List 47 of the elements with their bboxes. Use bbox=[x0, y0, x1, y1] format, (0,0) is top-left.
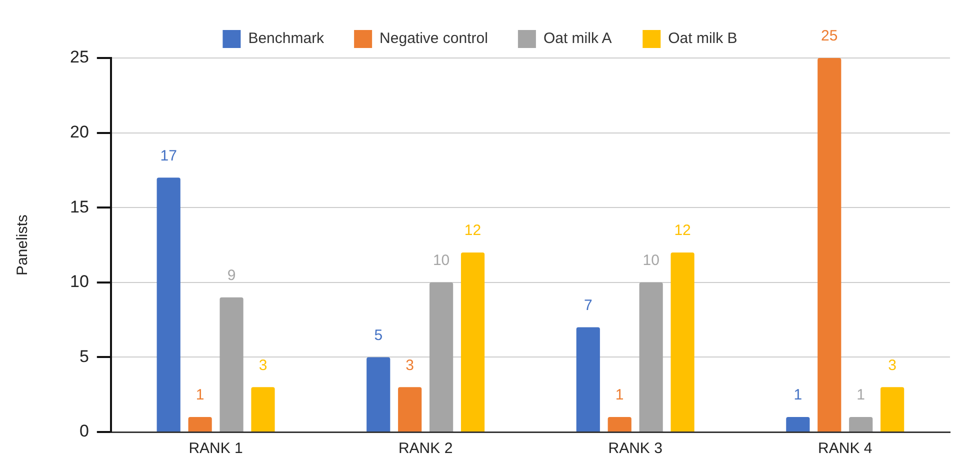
data-label: 1 bbox=[196, 386, 204, 404]
data-label: 1 bbox=[615, 386, 624, 404]
data-label: 10 bbox=[642, 252, 660, 270]
bar bbox=[156, 178, 180, 432]
data-label: 3 bbox=[888, 356, 896, 374]
x-tick-label: RANK 2 bbox=[398, 440, 453, 458]
y-tick-label: 25 bbox=[70, 48, 89, 67]
bar bbox=[366, 357, 390, 432]
bar bbox=[880, 387, 904, 432]
bar bbox=[430, 282, 454, 432]
legend-label: Oat milk A bbox=[543, 30, 612, 48]
legend-label: Oat milk B bbox=[668, 30, 738, 48]
data-label: 25 bbox=[821, 28, 838, 45]
bar bbox=[188, 417, 212, 432]
bar bbox=[670, 252, 694, 432]
bar bbox=[608, 417, 632, 432]
x-tick-label: RANK 3 bbox=[608, 440, 662, 458]
y-tick-label: 15 bbox=[70, 197, 89, 216]
data-label: 7 bbox=[584, 296, 592, 314]
y-tick-label: 10 bbox=[70, 272, 89, 292]
bar bbox=[639, 282, 663, 432]
bar bbox=[576, 327, 600, 432]
legend-label: Benchmark bbox=[248, 30, 325, 48]
y-axis-title: Panelists bbox=[14, 214, 32, 276]
x-tick-label: RANK 4 bbox=[818, 440, 872, 458]
bar bbox=[220, 297, 244, 432]
legend-label: Negative control bbox=[380, 30, 488, 48]
y-tick-label: 5 bbox=[79, 346, 89, 366]
data-label: 1 bbox=[794, 386, 802, 404]
bar bbox=[818, 58, 842, 432]
data-label: 9 bbox=[227, 267, 236, 284]
bar bbox=[398, 387, 422, 432]
data-label: 17 bbox=[160, 147, 177, 164]
y-tick-label: 20 bbox=[70, 122, 89, 142]
bar bbox=[786, 417, 810, 432]
x-tick-label: RANK 1 bbox=[188, 440, 243, 458]
data-label: 10 bbox=[432, 252, 450, 270]
bar bbox=[251, 387, 275, 432]
data-label: 5 bbox=[374, 326, 383, 344]
data-label: 12 bbox=[464, 222, 482, 240]
y-tick-label: 0 bbox=[79, 422, 89, 441]
data-label: 1 bbox=[856, 386, 866, 404]
data-label: 12 bbox=[674, 222, 691, 240]
bar bbox=[460, 252, 485, 432]
data-label: 3 bbox=[406, 356, 414, 374]
bar bbox=[849, 417, 873, 432]
data-label: 3 bbox=[258, 356, 268, 374]
